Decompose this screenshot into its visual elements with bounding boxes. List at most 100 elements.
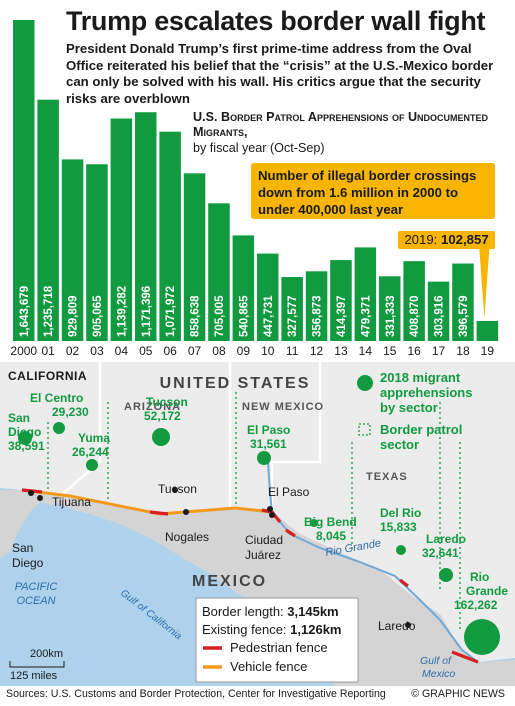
sector-name-del-rio: Del Rio xyxy=(380,506,421,520)
bar-value-label: 1,643,679 xyxy=(19,286,31,337)
sector-name-big-bend: Big Bend xyxy=(304,515,357,529)
bar-value-label: 858,638 xyxy=(190,295,202,337)
sector-circle-rio-grande xyxy=(464,619,500,655)
bar-03 xyxy=(86,164,108,341)
bar-05 xyxy=(135,112,157,341)
bar-value-label: 414,397 xyxy=(336,295,348,337)
label-united-states: UNITED STATES xyxy=(160,375,311,392)
bar-value-label: 447,731 xyxy=(263,295,275,337)
bar-18 xyxy=(452,263,474,341)
mexico-land xyxy=(0,490,515,686)
label-new-mexico: NEW MEXICO xyxy=(242,401,324,413)
sector-value-tucson: 52,172 xyxy=(144,409,181,423)
label-california: CALIFORNIA xyxy=(8,369,87,383)
label-city-san: San xyxy=(12,541,33,555)
bar-17 xyxy=(427,281,450,341)
bar-value-label: 331,333 xyxy=(385,295,397,337)
sector-name-el-centro: El Centro xyxy=(30,391,83,405)
chart-subtitle: by fiscal year (Oct-Sep) xyxy=(193,141,325,155)
bar-12 xyxy=(305,271,328,341)
bar-2000 xyxy=(13,20,35,341)
sector-value-big-bend: 8,045 xyxy=(316,529,346,543)
bar-13 xyxy=(330,260,352,341)
label-arizona: ARIZONA xyxy=(124,401,181,413)
x-tick-label: 13 xyxy=(334,344,348,358)
bar-value-label: 1,235,718 xyxy=(43,285,55,337)
note-2019-label: 2019: xyxy=(404,232,441,247)
sector-boundaries xyxy=(47,392,461,632)
x-tick-label: 09 xyxy=(237,344,251,358)
sector-circle-yuma xyxy=(86,459,98,471)
sources: Sources: U.S. Customs and Border Protect… xyxy=(6,688,386,700)
sector-circle-el-centro xyxy=(53,422,65,434)
legend-circles-line1: 2018 migrant xyxy=(380,370,461,385)
x-tick-label: 16 xyxy=(407,344,421,358)
city-dot-el-paso xyxy=(267,506,273,512)
sector-circle-laredo xyxy=(439,568,453,582)
bar-value-label: 1,071,972 xyxy=(165,286,177,337)
label-texas: TEXAS xyxy=(366,471,408,483)
note-2019-value: 102,857 xyxy=(441,232,489,247)
x-tick-label: 02 xyxy=(66,344,80,358)
label-city-laredo: Laredo xyxy=(378,619,416,633)
x-tick-label: 05 xyxy=(139,344,153,358)
bar-07 xyxy=(183,173,206,341)
bar-value-label: 705,005 xyxy=(214,295,226,337)
legend-pedestrian-label: Pedestrian fence xyxy=(230,640,328,655)
label-mexico: MEXICO xyxy=(192,573,267,590)
label-pacific: PACIFIC xyxy=(15,581,58,593)
label-city-tijuana: Tijuana xyxy=(52,495,91,509)
legend-sector-line2: sector xyxy=(380,437,419,452)
us-land xyxy=(0,362,515,662)
bar-value-label: 408,870 xyxy=(409,295,421,337)
x-tick-label: 14 xyxy=(359,344,373,358)
city-dot-ciudad-juarez xyxy=(269,512,275,518)
sector-name-el-paso: El Paso xyxy=(247,423,290,437)
x-tick-label: 11 xyxy=(286,344,299,358)
bar-value-label: 396,579 xyxy=(458,295,470,337)
sector-name-san: San xyxy=(8,411,30,425)
legend-circles-line3: by sector xyxy=(380,400,438,415)
bar-value-label: 1,171,396 xyxy=(141,286,153,337)
scale-bar xyxy=(9,661,65,668)
border-nm-tx xyxy=(270,362,322,512)
chart-title: U.S. Border Patrol Apprehensions of Undo… xyxy=(193,110,489,139)
border-map: UNITED STATES MEXICO PACIFIC OCEAN Gulf … xyxy=(0,362,515,686)
bar-value-label: 1,139,282 xyxy=(116,286,128,337)
intro-text: President Donald Trump’s first prime-tim… xyxy=(66,41,494,106)
x-tick-label: 06 xyxy=(163,344,177,358)
bar-06 xyxy=(159,131,181,341)
bar-11 xyxy=(281,277,303,341)
x-tick-label: 07 xyxy=(188,344,202,358)
credit: © GRAPHIC NEWS xyxy=(411,688,505,700)
bar-value-label: 303,916 xyxy=(434,295,446,337)
scale-km: 200km xyxy=(30,648,63,660)
sector-name-yuma: Yuma xyxy=(78,431,110,445)
x-tick-label: 08 xyxy=(212,344,226,358)
label-gulf-of: Gulf of xyxy=(420,655,452,667)
sector-name-tucson: Tucson xyxy=(146,395,188,409)
info-box xyxy=(195,597,359,683)
label-ocean: OCEAN xyxy=(16,595,55,607)
sector-value-rio-grande: 162,262 xyxy=(454,598,498,612)
sector-value-el-centro: 29,230 xyxy=(52,405,89,419)
bar-value-label: 905,065 xyxy=(92,295,104,337)
bar-14 xyxy=(354,247,377,341)
label-city-ciudad: Ciudad xyxy=(245,533,283,547)
bar-16 xyxy=(403,261,425,341)
bar-02 xyxy=(61,159,84,341)
sector-value-el-paso: 31,561 xyxy=(250,437,287,451)
x-tick-label: 04 xyxy=(115,344,129,358)
x-tick-label: 15 xyxy=(383,344,397,358)
city-dot-nogales xyxy=(183,509,189,515)
x-tick-label: 17 xyxy=(432,344,446,358)
bar-04 xyxy=(110,118,133,341)
rio-grande xyxy=(267,461,479,663)
sector-circle-san-diego xyxy=(18,431,32,445)
x-tick-label: 12 xyxy=(310,344,324,358)
bar-01 xyxy=(37,99,59,341)
bar-value-label: 327,577 xyxy=(287,295,299,337)
label-city-juarez: Juárez xyxy=(245,548,281,562)
sector-circle-el-paso xyxy=(257,451,271,465)
